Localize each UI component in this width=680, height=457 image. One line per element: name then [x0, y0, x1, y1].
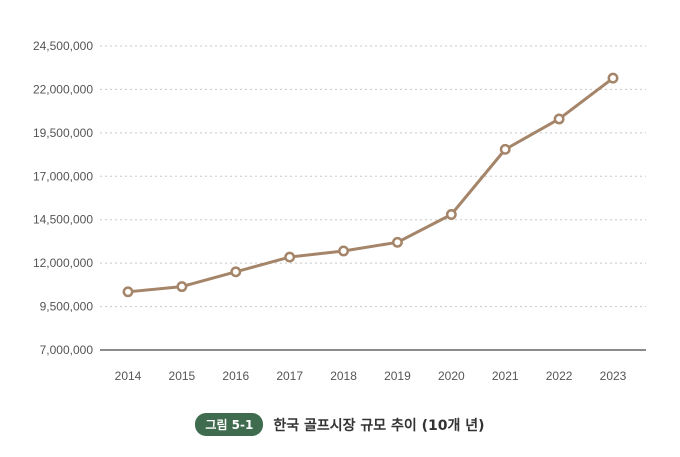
y-tick-label: 17,000,000 — [33, 169, 93, 183]
x-tick-label: 2019 — [384, 369, 411, 383]
figure-title: 한국 골프시장 규모 추이 (10개 년) — [273, 417, 485, 434]
y-tick-label: 24,500,000 — [33, 39, 93, 53]
series-line — [126, 76, 615, 294]
data-point — [607, 72, 619, 84]
figure-caption: 그림 5-1 한국 골프시장 규모 추이 (10개 년) — [0, 413, 680, 436]
data-point — [230, 266, 242, 278]
data-point — [338, 245, 350, 257]
data-point — [122, 286, 134, 298]
x-tick-label: 2021 — [492, 369, 519, 383]
x-tick-label: 2015 — [169, 369, 196, 383]
y-tick-label: 9,500,000 — [40, 300, 94, 314]
x-tick-label: 2014 — [115, 369, 142, 383]
x-tick-label: 2018 — [330, 369, 357, 383]
data-point — [176, 281, 188, 293]
data-point — [284, 251, 296, 263]
data-point — [391, 236, 403, 248]
line-chart: 7,000,000 9,500,000 12,000,000 14,500,000 17… — [33, 39, 646, 383]
series — [122, 72, 619, 298]
y-tick-label: 12,000,000 — [33, 256, 93, 270]
gridlines — [100, 45, 646, 308]
x-tick-label: 2016 — [222, 369, 249, 383]
x-tick-label: 2017 — [276, 369, 303, 383]
x-tick-label: 2023 — [600, 369, 627, 383]
y-tick-label: 19,500,000 — [33, 126, 93, 140]
data-point — [553, 113, 565, 125]
y-axis-ticks: 7,000,000 9,500,000 12,000,000 14,500,000 17… — [33, 39, 93, 357]
figure-number-badge: 그림 5-1 — [195, 413, 264, 436]
y-tick-label: 14,500,000 — [33, 213, 93, 227]
x-tick-label: 2020 — [438, 369, 465, 383]
x-tick-label: 2022 — [546, 369, 573, 383]
data-point — [445, 209, 457, 220]
x-axis-ticks: 2014 2015 2016 2017 2018 2019 2020 2021 2022 2023 — [115, 369, 627, 383]
data-point — [499, 143, 511, 155]
y-tick-label: 22,000,000 — [33, 82, 93, 96]
y-tick-label: 7,000,000 — [40, 343, 94, 357]
